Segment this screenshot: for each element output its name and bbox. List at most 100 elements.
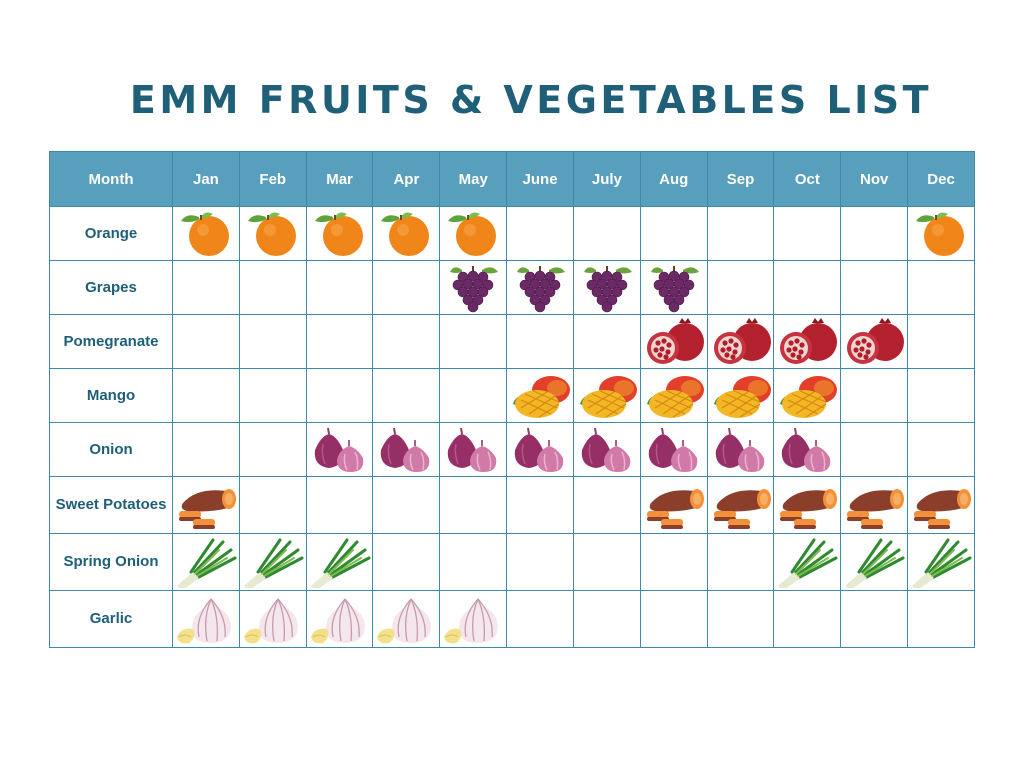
onion-icon: [440, 424, 506, 476]
cell-aug: [639, 422, 708, 477]
cell-nov: [840, 368, 909, 423]
pomegranate-icon: [774, 316, 840, 368]
spring-onion-icon: [307, 536, 373, 588]
table-row: Garlic: [49, 590, 975, 648]
cell-aug: [639, 260, 708, 315]
cell-apr: [372, 368, 441, 423]
orange-icon: [240, 208, 306, 260]
cell-oct: [773, 314, 842, 369]
header-mar: Mar: [305, 151, 374, 207]
cell-apr: [372, 422, 441, 477]
spring-onion-icon: [841, 536, 907, 588]
header-dec: Dec: [907, 151, 975, 207]
cell-aug: [639, 476, 708, 534]
header-row: Month Jan Feb Mar Apr May June July Aug …: [49, 151, 975, 207]
cell-mar: [305, 314, 374, 369]
cell-apr: [372, 590, 441, 648]
table-row: Mango: [49, 368, 975, 423]
cell-may: [439, 206, 508, 261]
row-label: Pomegranate: [49, 314, 173, 369]
onion-icon: [708, 424, 774, 476]
cell-dec: [907, 260, 975, 315]
cell-jan: [172, 590, 240, 648]
cell-nov: [840, 476, 909, 534]
cell-feb: [238, 533, 307, 591]
cell-oct: [773, 260, 842, 315]
cell-july: [572, 368, 641, 423]
garlic-icon: [440, 593, 506, 645]
header-feb: Feb: [238, 151, 307, 207]
cell-aug: [639, 590, 708, 648]
cell-jan: [172, 476, 240, 534]
cell-apr: [372, 476, 441, 534]
cell-mar: [305, 533, 374, 591]
grapes-icon: [641, 262, 707, 314]
header-oct: Oct: [773, 151, 842, 207]
sweet-potato-icon: [774, 479, 840, 531]
table-row: Onion: [49, 422, 975, 477]
onion-icon: [574, 424, 640, 476]
cell-sep: [706, 206, 775, 261]
orange-icon: [173, 208, 239, 260]
cell-oct: [773, 590, 842, 648]
header-aug: Aug: [639, 151, 708, 207]
row-label: Grapes: [49, 260, 173, 315]
onion-icon: [774, 424, 840, 476]
cell-mar: [305, 260, 374, 315]
seasonal-calendar-table: Month Jan Feb Mar Apr May June July Aug …: [49, 151, 975, 648]
orange-icon: [373, 208, 439, 260]
row-label: Mango: [49, 368, 173, 423]
cell-june: [506, 206, 574, 261]
cell-mar: [305, 206, 374, 261]
sweet-potato-icon: [173, 479, 239, 531]
cell-oct: [773, 533, 842, 591]
pomegranate-icon: [708, 316, 774, 368]
cell-may: [439, 422, 508, 477]
cell-jan: [172, 260, 240, 315]
cell-dec: [907, 590, 975, 648]
cell-may: [439, 590, 508, 648]
cell-feb: [238, 260, 307, 315]
cell-may: [439, 260, 508, 315]
cell-sep: [706, 260, 775, 315]
row-label: Orange: [49, 206, 173, 261]
orange-icon: [908, 208, 974, 260]
cell-june: [506, 368, 574, 423]
mango-icon: [507, 370, 573, 422]
cell-mar: [305, 590, 374, 648]
cell-nov: [840, 533, 909, 591]
cell-june: [506, 476, 574, 534]
mango-icon: [641, 370, 707, 422]
cell-jan: [172, 314, 240, 369]
garlic-icon: [373, 593, 439, 645]
onion-icon: [507, 424, 573, 476]
cell-july: [572, 206, 641, 261]
table-row: Sweet Potatoes: [49, 476, 975, 534]
cell-aug: [639, 533, 708, 591]
cell-feb: [238, 206, 307, 261]
cell-sep: [706, 476, 775, 534]
spring-onion-icon: [173, 536, 239, 588]
cell-july: [572, 260, 641, 315]
header-july: July: [572, 151, 641, 207]
cell-nov: [840, 206, 909, 261]
table-body: Orange: [49, 206, 975, 648]
sweet-potato-icon: [641, 479, 707, 531]
cell-sep: [706, 533, 775, 591]
cell-july: [572, 422, 641, 477]
grapes-icon: [507, 262, 573, 314]
cell-dec: [907, 422, 975, 477]
cell-jan: [172, 533, 240, 591]
garlic-icon: [173, 593, 239, 645]
header-month: Month: [49, 151, 173, 207]
cell-dec: [907, 533, 975, 591]
cell-oct: [773, 368, 842, 423]
cell-jan: [172, 368, 240, 423]
cell-jan: [172, 422, 240, 477]
cell-june: [506, 533, 574, 591]
grapes-icon: [440, 262, 506, 314]
cell-sep: [706, 590, 775, 648]
cell-dec: [907, 368, 975, 423]
cell-may: [439, 314, 508, 369]
cell-sep: [706, 422, 775, 477]
